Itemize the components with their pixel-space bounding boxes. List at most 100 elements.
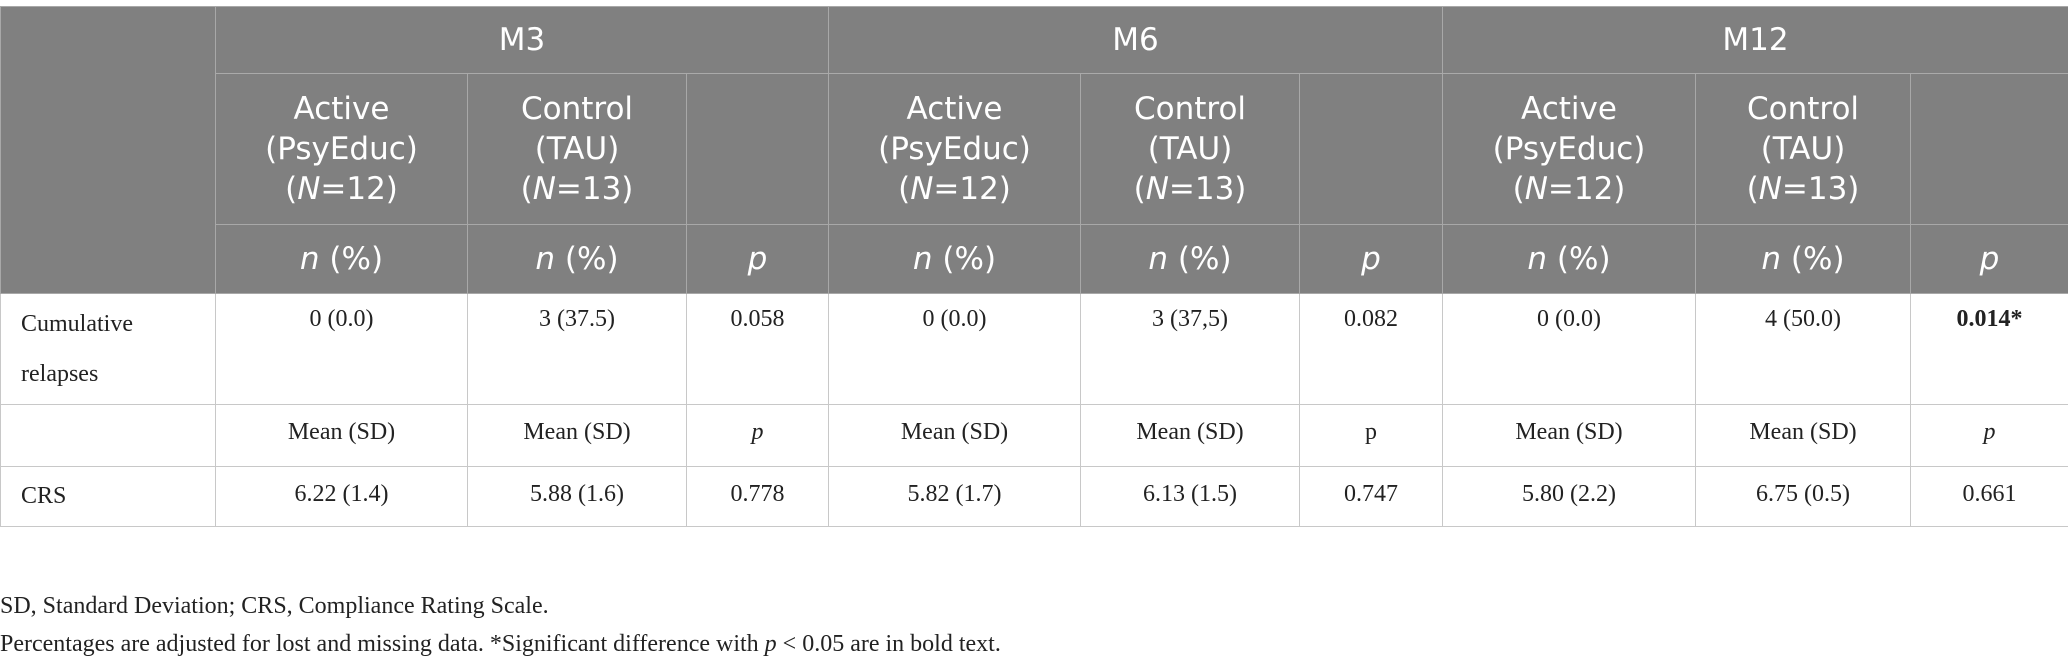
stat-symbol: n [1527,241,1548,277]
footnote: Percentages are adjusted for lost and mi… [0,631,1001,658]
arm-detail: (PsyEduc) [1492,131,1646,167]
stat-header: p [1299,224,1443,294]
footnote: SD, Standard Deviation; CRS, Compliance … [0,593,549,620]
arm-n-symbol: N [1524,171,1548,207]
arm-n: =13) [555,171,634,207]
cell-text: Mean (SD) [1515,419,1623,445]
data-row: CRS 6.22 (1.4) 5.88 (1.6) 0.778 5.82 (1.7) 6.… [0,466,2068,527]
data-cell: 0 (0.0) [1442,293,1696,405]
cell-text: 0.661 [1962,481,2017,507]
arm-name: Control [1133,91,1247,127]
footnote-text: SD, Standard Deviation; CRS, Compliance … [0,593,549,619]
cell-text: Mean (SD) [523,419,631,445]
cell-text: Mean (SD) [1749,419,1857,445]
cell-text: 0 (0.0) [309,306,374,332]
arm-n: ( [1512,171,1525,207]
arm-n: ( [285,171,298,207]
cell-text: Mean (SD) [1136,419,1244,445]
data-cell: p [1299,404,1443,467]
arm-n: ( [898,171,911,207]
cell-text: 6.13 (1.5) [1143,481,1237,507]
data-cell: Mean (SD) [1442,404,1696,467]
arm-header: Active (PsyEduc) (N=12) [1442,73,1696,225]
empty-header [1909,73,2068,225]
stat-header: n (%) [1695,224,1911,294]
stat-symbol: n [299,241,320,277]
data-cell: 4 (50.0) [1695,293,1911,405]
data-cell: 0.014* [1909,293,2068,405]
arm-header: Control (TAU) (N=13) [1080,73,1300,225]
stat-symbol: n [535,241,556,277]
cell-text: 5.80 (2.2) [1522,481,1616,507]
data-cell: p [686,404,829,467]
cell-text: 0.058 [730,306,785,332]
group-header: M3 [215,6,829,74]
data-cell: 3 (37,5) [1080,293,1300,405]
arm-detail: (PsyEduc) [265,131,418,167]
cell-text: 6.75 (0.5) [1756,481,1850,507]
stat-header: n (%) [467,224,687,294]
data-cell: 0.778 [686,466,829,527]
data-cell: 0.747 [1299,466,1443,527]
arm-header: Control (TAU) (N=13) [1695,73,1911,225]
stat-symbol: p [1979,241,2000,277]
stat-symbol: n [1148,241,1169,277]
header-row: M3 M6 M12 [0,6,2068,294]
corner-cell [0,6,216,294]
arm-n-symbol: N [1145,171,1169,207]
arm-n-symbol: N [1758,171,1782,207]
data-cell: 6.75 (0.5) [1695,466,1911,527]
cell-text: Mean (SD) [900,419,1009,445]
data-cell: Mean (SD) [467,404,687,467]
arm-n: =13) [1781,171,1860,207]
group-header: M6 [828,6,1443,74]
arm-n: ( [1133,171,1146,207]
data-cell: 0 (0.0) [828,293,1081,405]
data-cell: 6.22 (1.4) [215,466,468,527]
cell-text: 4 (50.0) [1765,306,1841,332]
header-row: Active (PsyEduc) (N=12) Control (TAU) (N=13) A… [1,73,2068,225]
stat-symbol: p [747,241,768,277]
cell-text: 5.88 (1.6) [530,481,624,507]
cell-text: 0.082 [1344,306,1398,332]
cell-text: 6.22 (1.4) [294,481,389,507]
cell-text: 3 (37.5) [539,306,615,332]
data-row: Cumulative relapses 0 (0.0) 3 (37.5) 0.058 0… [0,293,2068,405]
stat-header: n (%) [1080,224,1300,294]
arm-name: Active [293,91,390,127]
arm-detail: (TAU) [534,131,620,167]
arm-n: =13) [1168,171,1247,207]
stat-header: n (%) [1442,224,1696,294]
arm-n: =12) [320,171,398,207]
data-cell: 0.661 [1909,466,2068,527]
data-cell: 6.13 (1.5) [1080,466,1300,527]
row-label: CRS [0,466,216,527]
stat-symbol: n [1761,241,1782,277]
data-cell: 3 (37.5) [467,293,687,405]
arm-detail: (TAU) [1760,131,1846,167]
cell-text: p [1983,419,1996,445]
data-row: Mean (SD) Mean (SD) p Mean (SD) Mean (SD) p Me… [0,404,2068,467]
stat-symbol: n [912,241,933,277]
data-cell: 5.88 (1.6) [467,466,687,527]
arm-n: ( [520,171,533,207]
cell-text: 5.82 (1.7) [907,481,1002,507]
stat-header: p [686,224,829,294]
table-body: M3 M6 M12 Active (PsyEduc) (N=12) Control (TAU)… [0,6,2068,527]
stat-unit: (%) [555,241,619,277]
group-header: M12 [1441,6,2068,74]
stat-header: p [1909,224,2068,294]
data-cell: Mean (SD) [828,404,1081,467]
arm-header: Active (PsyEduc) (N=12) [215,73,468,225]
arm-n: =12) [933,171,1011,207]
data-cell: 0 (0.0) [215,293,468,405]
arm-header: Control (TAU) (N=13) [467,73,687,225]
data-cell: Mean (SD) [215,404,468,467]
stat-unit: (%) [1547,241,1611,277]
data-cell: Mean (SD) [1080,404,1300,467]
cell-text: 3 (37,5) [1152,306,1228,332]
stat-header: n (%) [215,224,468,294]
data-cell: 5.80 (2.2) [1442,466,1696,527]
arm-n: =12) [1547,171,1626,207]
arm-detail: (PsyEduc) [878,131,1031,167]
